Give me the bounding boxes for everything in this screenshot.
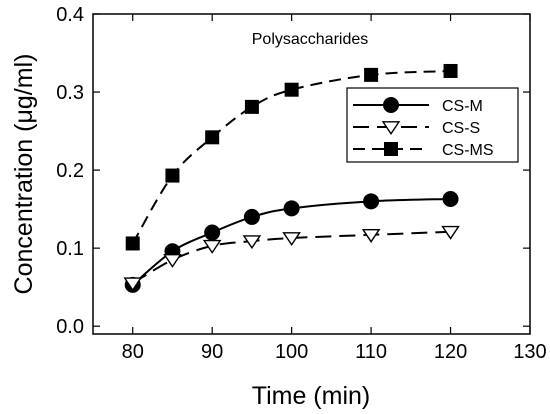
y-axis-title: Concentration (μg/ml) <box>10 54 38 295</box>
x-tick-label: 100 <box>275 341 308 363</box>
data-point-cs-m <box>283 200 300 217</box>
x-tick-label: 120 <box>434 341 467 363</box>
data-point-cs-ms <box>125 236 140 251</box>
legend-marker-cs-m <box>383 97 399 113</box>
x-tick-label: 80 <box>122 341 144 363</box>
y-tick-label: 0.0 <box>56 316 84 338</box>
data-point-cs-ms <box>205 130 220 145</box>
legend-marker-cs-ms <box>384 142 398 156</box>
legend-label-cs-m: CS-M <box>442 98 483 115</box>
data-point-cs-ms <box>364 67 379 82</box>
data-point-cs-s <box>441 225 460 240</box>
x-tick-label: 110 <box>355 341 387 363</box>
data-point-cs-m <box>243 208 260 225</box>
data-point-cs-m <box>204 224 221 241</box>
data-point-cs-ms <box>165 168 180 183</box>
data-point-cs-ms <box>443 63 458 78</box>
legend-marker-cs-s <box>381 121 401 136</box>
chart-annotation: Polysaccharides <box>252 31 369 48</box>
y-tick-label: 0.2 <box>56 160 84 182</box>
data-point-cs-m <box>363 193 380 210</box>
plot-area-frame <box>92 13 531 335</box>
x-tick-label: 130 <box>513 341 546 363</box>
data-point-cs-m <box>442 190 459 207</box>
x-tick-label: 90 <box>201 341 223 363</box>
y-tick-label: 0.1 <box>56 238 84 260</box>
y-tick-label: 0.4 <box>56 4 84 26</box>
data-point-cs-s <box>163 253 182 268</box>
data-point-cs-s <box>202 239 222 254</box>
data-point-cs-s <box>282 232 301 247</box>
data-point-cs-ms <box>244 99 259 114</box>
legend-label-cs-ms: CS-MS <box>442 142 494 159</box>
x-axis-title: Time (min) <box>252 382 371 410</box>
data-point-cs-ms <box>284 82 299 97</box>
data-point-cs-s <box>123 277 143 292</box>
y-tick-label: 0.3 <box>56 82 84 104</box>
data-point-cs-s <box>242 235 262 250</box>
legend-label-cs-s: CS-S <box>442 120 480 137</box>
data-point-cs-s <box>361 228 381 243</box>
